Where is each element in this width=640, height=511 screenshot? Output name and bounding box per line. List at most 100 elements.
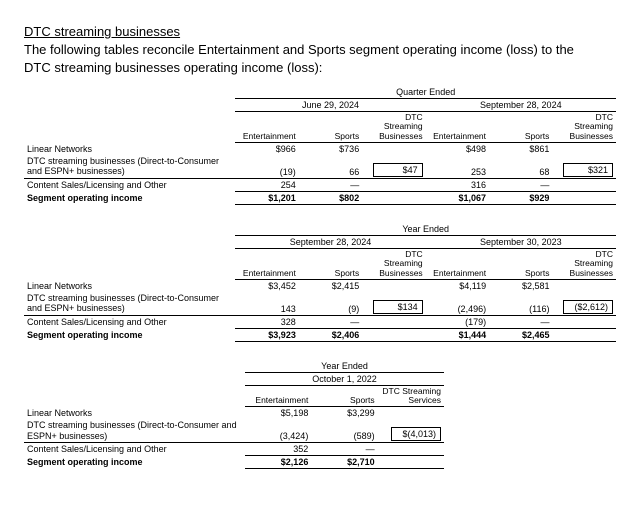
column-header: DTC Streaming Businesses: [552, 112, 616, 143]
column-header: Sports: [299, 112, 362, 143]
column-header: Entertainment: [235, 248, 298, 279]
table-cell: 68: [489, 155, 552, 178]
table-cell: (3,424): [245, 419, 311, 442]
table-cell: $3,923: [235, 328, 298, 341]
table-cell: [378, 442, 444, 455]
table-cell: $498: [426, 143, 489, 156]
period-header: September 28, 2024: [426, 99, 616, 112]
table-cell: 352: [245, 442, 311, 455]
table-cell: [552, 191, 616, 204]
table-cell: $1,444: [426, 328, 489, 341]
table-cell: [553, 328, 616, 341]
table-cell: $1,201: [235, 191, 298, 204]
reconciliation-table: Year EndedOctober 1, 2022EntertainmentSp…: [24, 360, 444, 469]
table-cell: $861: [489, 143, 552, 156]
table-cell: $47: [362, 155, 425, 178]
table-cell: $2,415: [299, 279, 362, 292]
table-cell: [362, 315, 425, 328]
column-header: Sports: [489, 248, 552, 279]
table-cell: —: [299, 178, 362, 191]
row-label: Linear Networks: [24, 407, 245, 420]
table-cell: $2,710: [311, 455, 377, 468]
table-cell: $3,299: [311, 407, 377, 420]
table-cell: —: [299, 315, 362, 328]
column-header: DTC Streaming Businesses: [553, 248, 616, 279]
row-label: Linear Networks: [24, 143, 235, 156]
period-header: October 1, 2022: [245, 372, 444, 385]
table-cell: (9): [299, 292, 362, 315]
super-header: Quarter Ended: [235, 86, 616, 99]
row-label: Content Sales/Licensing and Other: [24, 442, 245, 455]
column-header: Sports: [311, 385, 377, 407]
table-cell: (19): [235, 155, 298, 178]
table-cell: $2,465: [489, 328, 552, 341]
column-header: Entertainment: [426, 112, 489, 143]
super-header: Year Ended: [235, 223, 616, 236]
table-cell: (2,496): [426, 292, 489, 315]
row-label: Segment operating income: [24, 191, 235, 204]
page-title: DTC streaming businesses: [24, 24, 616, 39]
table-cell: $2,581: [489, 279, 552, 292]
table-cell: $(4,013): [378, 419, 444, 442]
super-header: Year Ended: [245, 360, 444, 373]
column-header: DTC Streaming Businesses: [362, 112, 425, 143]
table-cell: $2,126: [245, 455, 311, 468]
table-cell: 316: [426, 178, 489, 191]
table-cell: $321: [552, 155, 616, 178]
table-cell: 254: [235, 178, 298, 191]
boxed-value: $321: [563, 163, 613, 177]
tables-container: Quarter EndedJune 29, 2024September 28, …: [24, 86, 616, 469]
table-cell: [552, 143, 616, 156]
row-label: Segment operating income: [24, 328, 235, 341]
table-cell: (179): [426, 315, 489, 328]
table-cell: [378, 407, 444, 420]
table-cell: $134: [362, 292, 425, 315]
table-cell: (589): [311, 419, 377, 442]
boxed-value: $47: [373, 163, 423, 177]
table-cell: —: [311, 442, 377, 455]
column-header: Sports: [299, 248, 362, 279]
table-cell: —: [489, 315, 552, 328]
table-cell: $966: [235, 143, 298, 156]
table-cell: [362, 279, 425, 292]
table-cell: $3,452: [235, 279, 298, 292]
table-cell: $4,119: [426, 279, 489, 292]
row-label: DTC streaming businesses (Direct-to-Cons…: [24, 292, 235, 315]
table-cell: [362, 191, 425, 204]
table-cell: $2,406: [299, 328, 362, 341]
reconciliation-table: Year EndedSeptember 28, 2024September 30…: [24, 223, 616, 342]
table-cell: [553, 279, 616, 292]
column-header: Entertainment: [235, 112, 298, 143]
table-cell: 143: [235, 292, 298, 315]
row-label: Segment operating income: [24, 455, 245, 468]
table-cell: —: [489, 178, 552, 191]
boxed-value: $(4,013): [391, 427, 441, 441]
table-cell: [362, 328, 425, 341]
row-label: Content Sales/Licensing and Other: [24, 315, 235, 328]
table-cell: $802: [299, 191, 362, 204]
table-cell: [378, 455, 444, 468]
table-cell: $929: [489, 191, 552, 204]
boxed-value: $134: [373, 300, 423, 314]
column-header: Entertainment: [426, 248, 489, 279]
column-header: Sports: [489, 112, 552, 143]
table-cell: [362, 178, 425, 191]
table-cell: ($2,612): [553, 292, 616, 315]
page-subtitle: The following tables reconcile Entertain…: [24, 41, 584, 76]
table-cell: $5,198: [245, 407, 311, 420]
row-label: DTC streaming businesses (Direct-to-Cons…: [24, 155, 235, 178]
period-header: September 28, 2024: [235, 235, 425, 248]
boxed-value: ($2,612): [563, 300, 613, 314]
table-cell: $1,067: [426, 191, 489, 204]
column-header: DTC Streaming Businesses: [362, 248, 425, 279]
table-cell: 253: [426, 155, 489, 178]
table-cell: (116): [489, 292, 552, 315]
row-label: Content Sales/Licensing and Other: [24, 178, 235, 191]
reconciliation-table: Quarter EndedJune 29, 2024September 28, …: [24, 86, 616, 205]
column-header: DTC Streaming Services: [378, 385, 444, 407]
row-label: Linear Networks: [24, 279, 235, 292]
row-label: DTC streaming businesses (Direct-to-Cons…: [24, 419, 245, 442]
table-cell: [362, 143, 425, 156]
period-header: September 30, 2023: [426, 235, 616, 248]
table-cell: 328: [235, 315, 298, 328]
